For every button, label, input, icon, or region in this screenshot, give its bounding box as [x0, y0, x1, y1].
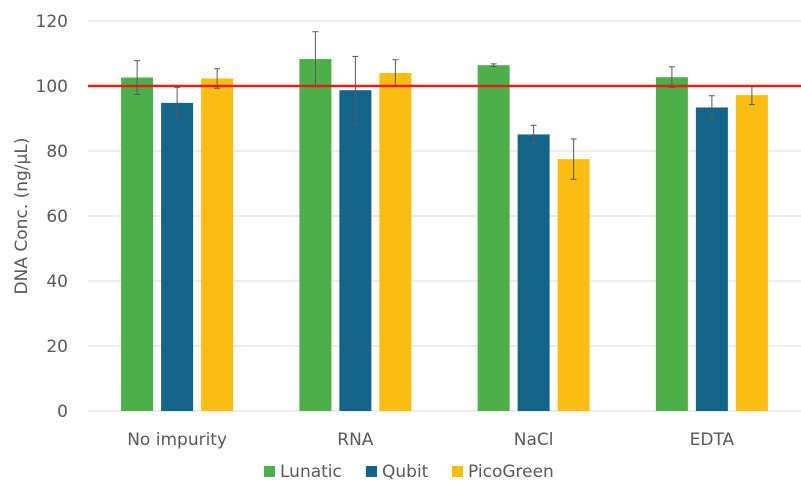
y-tick-label: 120 — [36, 12, 68, 32]
bar-picogreen — [379, 73, 412, 411]
x-category-label: NaCl — [514, 430, 554, 450]
y-tick-label: 100 — [36, 77, 68, 97]
legend-swatch-lunatic — [264, 466, 275, 477]
legend: Lunatic Qubit PicoGreen — [264, 462, 554, 482]
gridlines — [88, 20, 801, 412]
y-axis-title: DNA Conc. (ng/µL) — [12, 138, 32, 295]
bar-lunatic — [121, 77, 154, 412]
y-tick-label: 0 — [57, 402, 68, 422]
bars — [121, 59, 768, 412]
bar-lunatic — [655, 77, 688, 411]
bar-qubit — [695, 107, 728, 411]
x-category-label: RNA — [337, 430, 374, 450]
bar-picogreen — [201, 78, 234, 412]
legend-swatch-qubit — [366, 466, 377, 477]
legend-label-qubit: Qubit — [382, 462, 429, 482]
x-category-label: EDTA — [690, 430, 735, 450]
bar-qubit — [339, 90, 372, 411]
bar-qubit — [161, 102, 194, 412]
bar-lunatic — [299, 59, 332, 412]
y-tick-label: 80 — [46, 142, 68, 162]
legend-label-lunatic: Lunatic — [280, 462, 342, 482]
bar-picogreen — [735, 95, 768, 411]
legend-swatch-picogreen — [452, 466, 463, 477]
y-tick-label: 20 — [46, 337, 68, 357]
y-tick-label: 60 — [46, 207, 68, 227]
y-tick-label: 40 — [46, 272, 68, 292]
bar-qubit — [517, 134, 550, 412]
bar-lunatic — [477, 65, 510, 411]
bar-picogreen — [557, 159, 590, 411]
x-category-labels: No impurity RNA NaCl EDTA — [127, 430, 734, 450]
y-tick-labels: 0 20 40 60 80 100 120 — [36, 12, 68, 422]
x-category-label: No impurity — [127, 430, 227, 450]
legend-label-picogreen: PicoGreen — [468, 462, 554, 482]
